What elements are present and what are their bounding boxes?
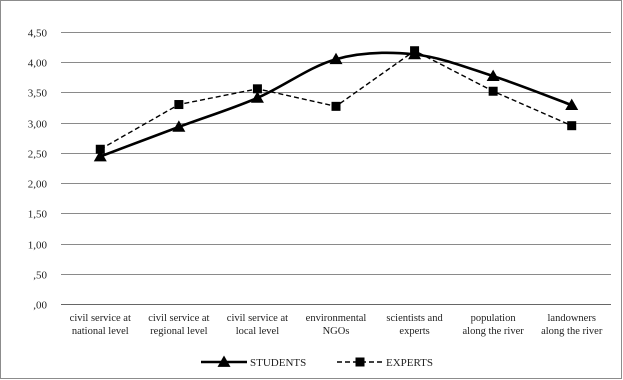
experts-line xyxy=(99,49,572,150)
y-tick-label: 2,00 xyxy=(28,179,48,191)
legend-item-students: STUDENTS xyxy=(201,355,306,369)
experts-point xyxy=(95,144,105,154)
x-tick-label: civil service at local level xyxy=(227,313,288,337)
legend: STUDENTS EXPERTS xyxy=(201,355,433,369)
students-point xyxy=(93,150,107,162)
x-tick-label: civil service at regional level xyxy=(148,313,209,337)
gridlines xyxy=(61,32,611,275)
x-tick-label: landowners along the river xyxy=(541,313,603,337)
legend-label: EXPERTS xyxy=(386,357,433,369)
students-point xyxy=(486,69,500,81)
y-tick-label: 3,50 xyxy=(28,88,48,100)
y-tick-label: 3,00 xyxy=(28,119,48,131)
students-point xyxy=(250,91,264,103)
experts-series xyxy=(95,46,577,154)
x-axis: civil service at national level civil serv… xyxy=(61,304,611,337)
students-point xyxy=(172,120,186,132)
y-tick-label: 4,50 xyxy=(28,28,48,40)
x-tick-label: scientists and experts xyxy=(386,313,443,337)
legend-label: STUDENTS xyxy=(250,357,306,369)
students-point xyxy=(565,98,579,111)
y-tick-label: ,00 xyxy=(33,300,47,312)
legend-item-experts: EXPERTS xyxy=(337,357,433,369)
series xyxy=(93,46,579,162)
y-tick-label: 2,50 xyxy=(28,149,48,161)
x-tick-label: environmental NGOs xyxy=(306,313,367,337)
experts-point xyxy=(252,84,262,94)
students-point xyxy=(329,52,343,65)
y-tick-label: ,50 xyxy=(33,270,47,282)
y-tick-label: 1,00 xyxy=(28,240,48,252)
x-tick-label: population along the river xyxy=(463,313,525,337)
experts-point xyxy=(410,46,420,56)
legend-marker xyxy=(355,357,365,367)
y-axis: ,00 ,50 1,00 1,50 2,00 2,50 3,00 3,50 4,00 4,50 xyxy=(28,28,48,312)
legend-marker xyxy=(217,355,231,367)
y-tick-label: 1,50 xyxy=(28,209,48,221)
experts-point xyxy=(488,86,498,96)
experts-point xyxy=(331,101,341,111)
experts-point xyxy=(174,100,184,110)
students-series xyxy=(93,47,579,162)
y-tick-label: 4,00 xyxy=(28,58,48,70)
experts-point xyxy=(567,121,577,131)
x-tick-label: civil service at national level xyxy=(70,313,131,337)
